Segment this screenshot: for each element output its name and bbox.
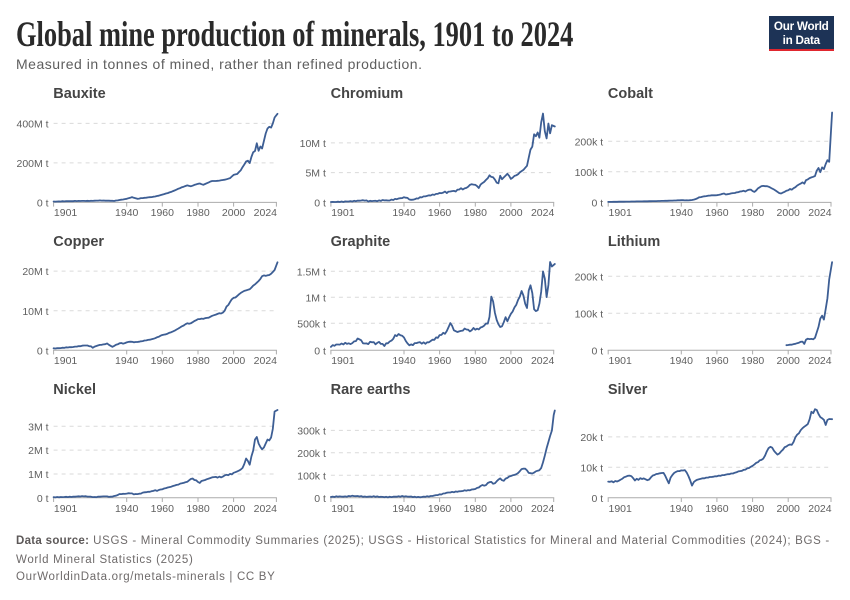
svg-text:1960: 1960 (151, 207, 175, 219)
svg-text:2024: 2024 (531, 503, 555, 515)
svg-text:1960: 1960 (428, 503, 452, 515)
svg-text:1940: 1940 (670, 207, 694, 219)
svg-text:0 t: 0 t (314, 493, 326, 505)
svg-text:2024: 2024 (808, 503, 832, 515)
svg-text:200k t: 200k t (575, 136, 604, 148)
svg-text:2000: 2000 (222, 207, 246, 219)
svg-text:0 t: 0 t (37, 198, 49, 210)
svg-text:20M t: 20M t (22, 266, 48, 278)
svg-text:2024: 2024 (808, 207, 832, 219)
svg-text:0 t: 0 t (314, 345, 326, 357)
svg-text:1960: 1960 (705, 503, 729, 515)
svg-text:1980: 1980 (464, 355, 488, 367)
svg-text:1980: 1980 (741, 503, 765, 515)
svg-text:1901: 1901 (609, 355, 633, 367)
svg-text:1960: 1960 (428, 207, 452, 219)
svg-text:2000: 2000 (777, 207, 801, 219)
svg-text:0 t: 0 t (37, 493, 49, 505)
svg-text:1960: 1960 (428, 355, 452, 367)
svg-text:1940: 1940 (670, 355, 694, 367)
svg-text:0 t: 0 t (592, 345, 604, 357)
svg-text:0 t: 0 t (314, 198, 326, 210)
svg-text:1980: 1980 (186, 207, 210, 219)
svg-text:Chromium: Chromium (331, 86, 404, 102)
svg-text:1980: 1980 (741, 355, 765, 367)
svg-text:2000: 2000 (777, 355, 801, 367)
svg-text:1940: 1940 (670, 503, 694, 515)
svg-text:1960: 1960 (151, 355, 175, 367)
svg-text:1980: 1980 (186, 355, 210, 367)
svg-text:2000: 2000 (222, 355, 246, 367)
svg-text:1960: 1960 (151, 503, 175, 515)
svg-text:Graphite: Graphite (331, 234, 391, 250)
svg-text:1940: 1940 (392, 207, 416, 219)
svg-text:2024: 2024 (808, 355, 832, 367)
svg-text:Rare earths: Rare earths (331, 382, 411, 398)
svg-text:100k t: 100k t (297, 470, 326, 482)
svg-text:20k t: 20k t (580, 432, 603, 444)
svg-text:1960: 1960 (705, 355, 729, 367)
svg-text:1980: 1980 (741, 207, 765, 219)
svg-text:Bauxite: Bauxite (53, 86, 105, 102)
svg-text:0 t: 0 t (592, 493, 604, 505)
svg-text:2000: 2000 (499, 503, 523, 515)
svg-text:2024: 2024 (254, 355, 278, 367)
svg-text:1M t: 1M t (28, 469, 49, 481)
svg-text:10k t: 10k t (580, 462, 603, 474)
svg-text:1960: 1960 (705, 207, 729, 219)
svg-text:1M t: 1M t (305, 292, 326, 304)
svg-text:2024: 2024 (254, 503, 278, 515)
svg-text:200k t: 200k t (575, 271, 604, 283)
svg-text:2000: 2000 (777, 503, 801, 515)
svg-text:1.5M t: 1.5M t (297, 266, 326, 278)
svg-text:1901: 1901 (54, 503, 78, 515)
svg-text:500k t: 500k t (297, 318, 326, 330)
svg-text:1940: 1940 (115, 355, 139, 367)
svg-text:1980: 1980 (186, 503, 210, 515)
svg-text:1901: 1901 (331, 355, 355, 367)
svg-text:1901: 1901 (54, 355, 78, 367)
svg-text:Nickel: Nickel (53, 382, 96, 398)
svg-text:Lithium: Lithium (608, 234, 660, 250)
svg-text:400M t: 400M t (16, 119, 48, 131)
svg-text:1980: 1980 (464, 503, 488, 515)
svg-text:10M t: 10M t (22, 306, 48, 318)
svg-text:0 t: 0 t (37, 345, 49, 357)
svg-text:1940: 1940 (115, 207, 139, 219)
svg-text:100k t: 100k t (575, 308, 604, 320)
svg-text:2M t: 2M t (28, 445, 49, 457)
svg-text:300k t: 300k t (297, 426, 326, 438)
svg-text:200k t: 200k t (297, 448, 326, 460)
svg-text:100k t: 100k t (575, 167, 604, 179)
svg-text:2024: 2024 (531, 207, 555, 219)
svg-text:1901: 1901 (54, 207, 78, 219)
svg-text:Copper: Copper (53, 234, 104, 250)
svg-text:2024: 2024 (531, 355, 555, 367)
svg-text:1901: 1901 (609, 503, 633, 515)
svg-text:200M t: 200M t (16, 158, 48, 170)
svg-text:1980: 1980 (464, 207, 488, 219)
svg-text:Cobalt: Cobalt (608, 86, 653, 102)
svg-text:0 t: 0 t (592, 198, 604, 210)
svg-text:Silver: Silver (608, 382, 648, 398)
svg-text:5M t: 5M t (305, 168, 326, 180)
svg-text:10M t: 10M t (300, 138, 326, 150)
svg-text:1940: 1940 (392, 355, 416, 367)
svg-text:1940: 1940 (392, 503, 416, 515)
svg-text:1901: 1901 (609, 207, 633, 219)
svg-text:2000: 2000 (499, 207, 523, 219)
svg-text:3M t: 3M t (28, 421, 49, 433)
svg-text:2000: 2000 (499, 355, 523, 367)
svg-text:1901: 1901 (331, 207, 355, 219)
svg-text:1901: 1901 (331, 503, 355, 515)
svg-text:2000: 2000 (222, 503, 246, 515)
svg-text:2024: 2024 (254, 207, 278, 219)
svg-text:1940: 1940 (115, 503, 139, 515)
